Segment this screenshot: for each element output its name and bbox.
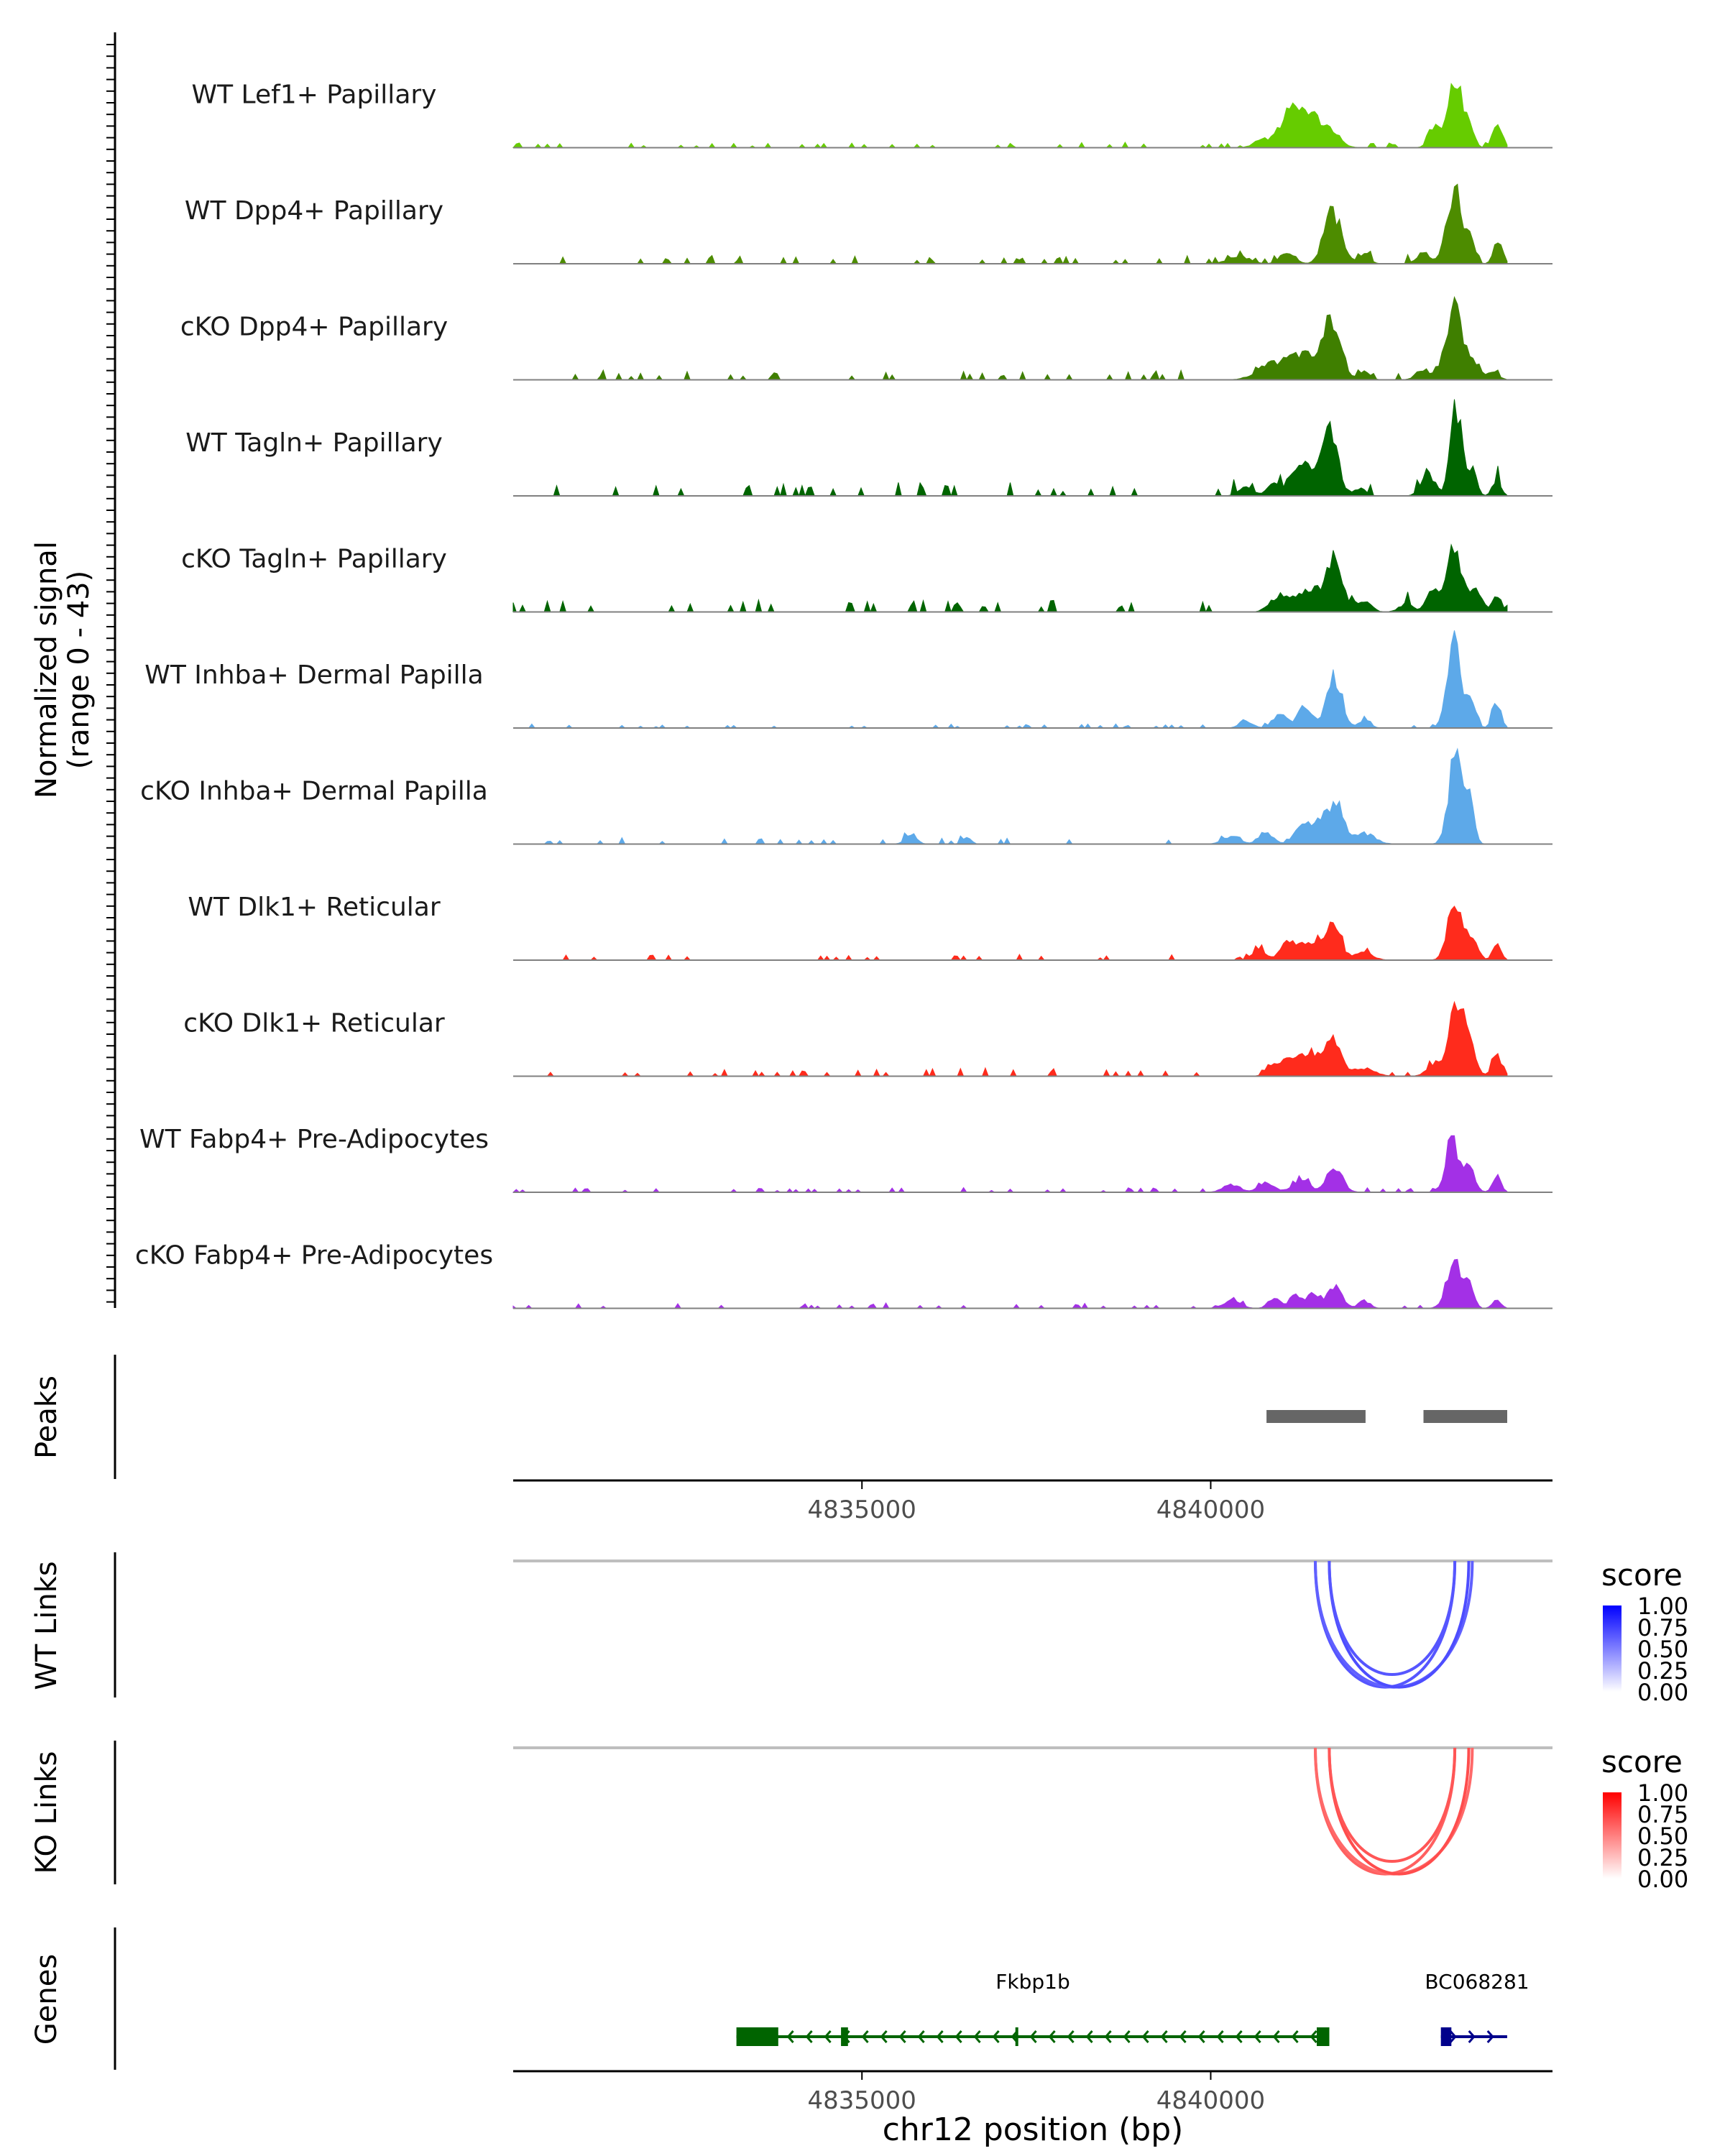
strand-arrow [1254, 2030, 1261, 2043]
track-label-1: WT Lef1+ Papillary [192, 80, 437, 110]
link-arc-4 [1328, 1560, 1457, 1676]
strand-arrow [824, 2030, 832, 2043]
strand-arrow [1291, 2030, 1299, 2043]
strand-arrow [861, 2030, 869, 2043]
legend-tick-label: 1.00 [1637, 1779, 1688, 1807]
legend-colorbar [1603, 1792, 1622, 1879]
strand-arrow [1486, 2030, 1494, 2043]
legend-tick-label: 0.25 [1637, 1657, 1688, 1685]
strand-arrow [1179, 2030, 1187, 2043]
exon-1-2 [841, 2027, 848, 2046]
track-label-11: cKO Fabp4+ Pre-Adipocytes [135, 1241, 493, 1271]
wt-score-legend: 1.000.750.500.250.00 [1603, 1593, 1688, 1706]
coverage-area-1 [512, 83, 1508, 149]
x-tick-label: 4835000 [808, 2086, 916, 2115]
exon-1-3 [1015, 2027, 1018, 2046]
legend-tick-label: 0.75 [1637, 1801, 1688, 1828]
coverage-tracks: WT Lef1+ Papillary WT Dpp4+ Papillary cKO … [135, 80, 1552, 1309]
x-tick-label: 4840000 [1156, 2086, 1265, 2115]
strand-arrow [1029, 2030, 1037, 2043]
strand-arrow [1141, 2030, 1149, 2043]
genes-x-ticks: 4835000 4840000 [808, 2071, 1265, 2115]
strand-arrow [936, 2030, 944, 2043]
coverage-ylabel-line2: (range 0 - 43) [63, 571, 96, 769]
ko-links-label: KO Links [30, 1751, 63, 1874]
peak-region-2 [1423, 1410, 1507, 1423]
track-label-7: cKO Inhba+ Dermal Papilla [140, 777, 488, 806]
legend-tick-label: 0.00 [1637, 1679, 1688, 1706]
ko-score-legend: 1.000.750.500.250.00 [1603, 1779, 1688, 1893]
coverage-y-ticks [106, 44, 115, 1303]
peaks-x-ticks: 4835000 4840000 [808, 1480, 1265, 1524]
exon-2-1 [1440, 2027, 1452, 2046]
strand-arrow [1449, 2030, 1457, 2043]
genes-label: Genes [30, 1954, 63, 2045]
x-tick-label: 4835000 [808, 1496, 916, 1524]
strand-arrow [1085, 2030, 1093, 2043]
legend-tick-label: 0.25 [1637, 1844, 1688, 1871]
wt-links-label: WT Links [30, 1561, 63, 1690]
x-axis-title: chr12 position (bp) [883, 2111, 1184, 2148]
legend-tick-label: 0.50 [1637, 1823, 1688, 1850]
legend-colorbar [1603, 1606, 1622, 1692]
legend-tick-label: 0.75 [1637, 1614, 1688, 1641]
track-label-4: WT Tagln+ Papillary [185, 428, 443, 458]
track-label-2: WT Dpp4+ Papillary [185, 196, 443, 226]
exon-1-4 [1317, 2027, 1330, 2046]
strand-arrow [786, 2030, 794, 2043]
strand-arrow [1048, 2030, 1056, 2043]
gene-models: Fkbp1b BC068281 [736, 1970, 1530, 2046]
peaks-label: Peaks [30, 1376, 63, 1459]
legend-tick-label: 0.50 [1637, 1636, 1688, 1663]
link-arc-4 [1328, 1747, 1457, 1863]
strand-arrow [1272, 2030, 1280, 2043]
strand-arrow [917, 2030, 925, 2043]
peaks-panel: Peaks 4835000 4840000 [30, 1355, 1552, 1524]
wt-links-panel: WT Links score 1.000.750.500.250.00 [30, 1552, 1688, 1706]
strand-arrow [898, 2030, 906, 2043]
gene-name-1: Fkbp1b [995, 1970, 1070, 1994]
track-label-5: cKO Tagln+ Papillary [181, 545, 447, 574]
legend-tick-label: 0.00 [1637, 1866, 1688, 1893]
ko-links-panel: KO Links score 1.000.750.500.250.00 [30, 1741, 1688, 1893]
strand-arrow [1104, 2030, 1112, 2043]
strand-arrow [1197, 2030, 1205, 2043]
strand-arrow [992, 2030, 1000, 2043]
wt-legend-title: score [1601, 1557, 1683, 1593]
ko-legend-title: score [1601, 1744, 1683, 1779]
peak-regions [1266, 1410, 1507, 1423]
strand-arrow [1160, 2030, 1168, 2043]
legend-tick-label: 1.00 [1637, 1593, 1688, 1620]
ko-link-arcs [1314, 1747, 1474, 1876]
strand-arrow [1468, 2030, 1476, 2043]
track-label-8: WT Dlk1+ Reticular [188, 893, 440, 922]
strand-arrow [973, 2030, 981, 2043]
coverage-panel: Normalized signal (range 0 - 43) WT Lef1… [30, 32, 1552, 1309]
strand-arrow [805, 2030, 813, 2043]
peak-region-1 [1266, 1410, 1366, 1423]
genes-panel: Genes Fkbp1b BC068281 4835000 4840000 chr1… [30, 1927, 1552, 2148]
x-tick-label: 4840000 [1156, 1496, 1265, 1524]
track-label-6: WT Inhba+ Dermal Papilla [144, 660, 483, 690]
wt-link-arcs [1314, 1560, 1474, 1689]
track-label-10: WT Fabp4+ Pre-Adipocytes [139, 1125, 489, 1154]
strand-arrow [880, 2030, 888, 2043]
strand-arrow [1123, 2030, 1131, 2043]
coverage-ylabel-line1: Normalized signal [30, 541, 63, 798]
exon-1-1 [736, 2027, 778, 2046]
strand-arrow [1216, 2030, 1224, 2043]
strand-arrow [1235, 2030, 1243, 2043]
strand-arrow [954, 2030, 962, 2043]
track-label-3: cKO Dpp4+ Papillary [180, 313, 448, 342]
strand-arrow [1310, 2030, 1317, 2043]
strand-arrow [1067, 2030, 1075, 2043]
track-label-9: cKO Dlk1+ Reticular [183, 1009, 445, 1038]
gene-name-2: BC068281 [1425, 1970, 1529, 1994]
